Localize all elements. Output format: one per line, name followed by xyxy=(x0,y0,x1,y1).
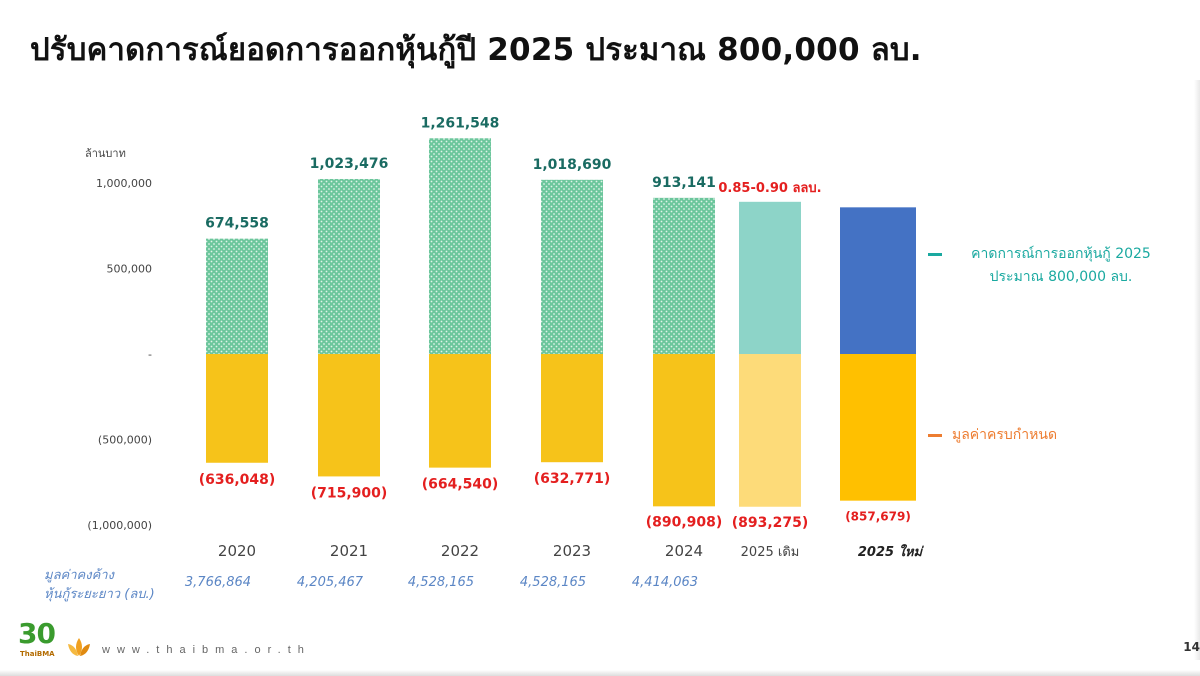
issuance-value-label: 674,558 xyxy=(205,216,269,232)
maturity-bar xyxy=(653,354,715,507)
issuance-bar xyxy=(739,201,801,354)
y-tick-label: - xyxy=(148,348,152,361)
issuance-value-label: 913,141 xyxy=(652,175,716,191)
x-category-label: 2020 xyxy=(218,542,256,560)
issuance-bar xyxy=(653,197,715,354)
x-category-label: 2024 xyxy=(665,542,703,560)
issuance-value-label: 1,018,690 xyxy=(533,157,612,173)
maturity-bar xyxy=(739,354,801,507)
x-category-label: 2025 เดิม xyxy=(741,545,800,560)
issuance-value-label: 1,023,476 xyxy=(310,156,389,172)
issuance-bar xyxy=(206,238,268,354)
maturity-value-label: (715,900) xyxy=(311,485,388,501)
outstanding-value: 4,528,165 xyxy=(407,575,475,590)
lotus-logo-icon xyxy=(68,638,90,656)
y-tick-label: (1,000,000) xyxy=(87,519,152,532)
maturity-bar xyxy=(429,354,491,468)
legend-issuance-text: คาดการณ์การออกหุ้นกู้ 2025 ประมาณ 800,00… xyxy=(946,243,1176,289)
maturity-value-label: (893,275) xyxy=(732,515,809,531)
slide-edge-shadow xyxy=(1194,80,1200,660)
outstanding-value: 4,528,165 xyxy=(519,575,587,590)
y-tick-label: 1,000,000 xyxy=(96,177,152,190)
logo-30: 30 xyxy=(18,617,56,650)
outstanding-value: 3,766,864 xyxy=(184,575,252,590)
maturity-value-label: (664,540) xyxy=(422,477,499,493)
legend-maturity-mark xyxy=(928,434,942,437)
y-axis-unit-label: ล้านบาท xyxy=(85,147,126,160)
x-category-label: 2023 xyxy=(553,542,591,560)
maturity-value-label: (632,771) xyxy=(534,471,611,487)
issuance-bar xyxy=(840,207,916,354)
issuance-bar xyxy=(429,138,491,354)
legend-maturity-text: มูลค่าครบกำหนด xyxy=(952,427,1058,443)
maturity-bar xyxy=(206,354,268,463)
maturity-bar xyxy=(840,354,916,501)
page-number: 14 xyxy=(1183,640,1200,654)
outstanding-value: 4,414,063 xyxy=(631,575,699,590)
footer-bar xyxy=(0,670,1200,676)
maturity-bar xyxy=(318,354,380,477)
site-url[interactable]: www.thaibma.or.th xyxy=(102,644,311,656)
issuance-value-label: 1,261,548 xyxy=(421,115,500,131)
maturity-value-label: (636,048) xyxy=(199,472,276,488)
issuance-bar xyxy=(541,179,603,354)
y-tick-label: 500,000 xyxy=(107,263,153,276)
legend-issuance-line2: ประมาณ 800,000 ลบ. xyxy=(989,269,1133,285)
maturity-bar xyxy=(541,354,603,463)
maturity-value-label: (857,679) xyxy=(845,510,911,524)
outstanding-value: 4,205,467 xyxy=(296,575,364,590)
x-category-label: 2021 xyxy=(330,542,368,560)
issuance-bar xyxy=(318,178,380,354)
x-category-label: 2022 xyxy=(441,542,479,560)
outstanding-label-line2: หุ้นกู้ระยะยาว (ลบ.) xyxy=(44,587,155,602)
x-category-label: 2025 ใหม่ xyxy=(858,544,924,560)
legend-issuance-mark xyxy=(928,253,942,256)
logo-thaibma: ThaiBMA xyxy=(20,650,55,658)
issuance-value-label: 0.85-0.90 ลลบ. xyxy=(718,181,821,196)
legend-issuance-line1: คาดการณ์การออกหุ้นกู้ 2025 xyxy=(971,246,1151,262)
y-tick-label: (500,000) xyxy=(98,434,152,447)
outstanding-label: มูลค่าคงค้าง หุ้นกู้ระยะยาว (ลบ.) xyxy=(44,566,155,604)
outstanding-label-line1: มูลค่าคงค้าง xyxy=(44,568,114,583)
maturity-value-label: (890,908) xyxy=(646,514,723,530)
page-title: ปรับคาดการณ์ยอดการออกหุ้นกู้ปี 2025 ประม… xyxy=(30,32,922,68)
